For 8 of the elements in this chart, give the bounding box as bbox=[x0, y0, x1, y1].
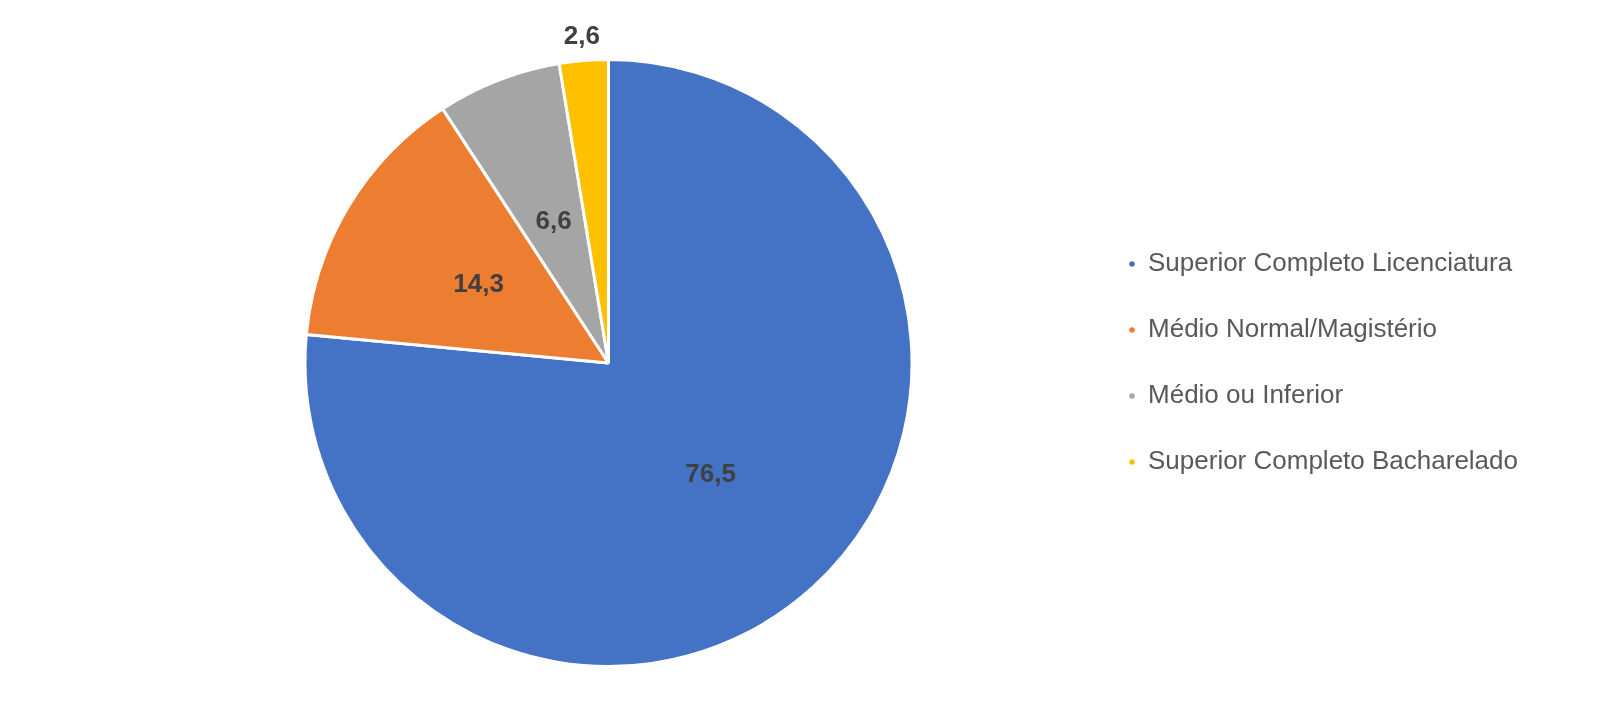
legend-label: Superior Completo Licenciatura bbox=[1148, 247, 1513, 278]
data-label: 14,3 bbox=[453, 267, 504, 298]
legend-label: Médio ou Inferior bbox=[1148, 379, 1344, 410]
data-label: 6,6 bbox=[535, 204, 572, 235]
legend-label: Superior Completo Bacharelado bbox=[1148, 445, 1519, 476]
data-label: 2,6 bbox=[563, 19, 600, 50]
legend-label: Médio Normal/Magistério bbox=[1148, 313, 1437, 344]
data-label: 76,5 bbox=[685, 458, 736, 489]
